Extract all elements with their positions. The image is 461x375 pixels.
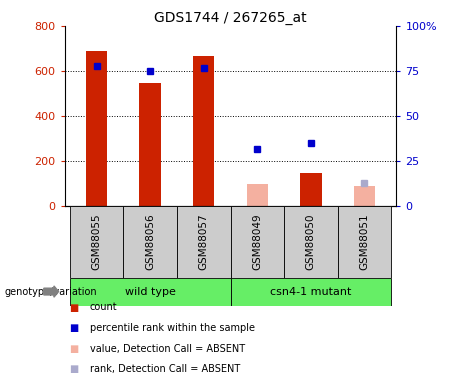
Bar: [86, 51, 107, 206]
Text: GSM88057: GSM88057: [199, 214, 209, 270]
Text: GSM88049: GSM88049: [252, 214, 262, 270]
Title: GDS1744 / 267265_at: GDS1744 / 267265_at: [154, 11, 307, 25]
FancyBboxPatch shape: [230, 278, 391, 306]
Bar: [193, 56, 214, 206]
FancyBboxPatch shape: [70, 206, 124, 278]
Text: GSM88055: GSM88055: [92, 214, 102, 270]
Bar: [354, 186, 375, 206]
FancyBboxPatch shape: [70, 278, 230, 306]
Text: GSM88056: GSM88056: [145, 214, 155, 270]
Text: percentile rank within the sample: percentile rank within the sample: [90, 323, 255, 333]
Text: GSM88050: GSM88050: [306, 214, 316, 270]
Text: wild type: wild type: [125, 286, 176, 297]
FancyBboxPatch shape: [284, 206, 337, 278]
Text: value, Detection Call = ABSENT: value, Detection Call = ABSENT: [90, 344, 245, 354]
Text: csn4-1 mutant: csn4-1 mutant: [270, 286, 351, 297]
FancyBboxPatch shape: [124, 206, 177, 278]
FancyBboxPatch shape: [337, 206, 391, 278]
Text: ■: ■: [69, 303, 78, 312]
Text: rank, Detection Call = ABSENT: rank, Detection Call = ABSENT: [90, 364, 240, 374]
Text: count: count: [90, 303, 118, 312]
FancyBboxPatch shape: [230, 206, 284, 278]
Text: GSM88051: GSM88051: [359, 214, 369, 270]
Text: genotype/variation: genotype/variation: [5, 286, 97, 297]
FancyBboxPatch shape: [177, 206, 230, 278]
Text: ■: ■: [69, 323, 78, 333]
Bar: [140, 82, 161, 206]
Text: ■: ■: [69, 344, 78, 354]
Bar: [300, 172, 321, 206]
Bar: [247, 184, 268, 206]
Text: ■: ■: [69, 364, 78, 374]
